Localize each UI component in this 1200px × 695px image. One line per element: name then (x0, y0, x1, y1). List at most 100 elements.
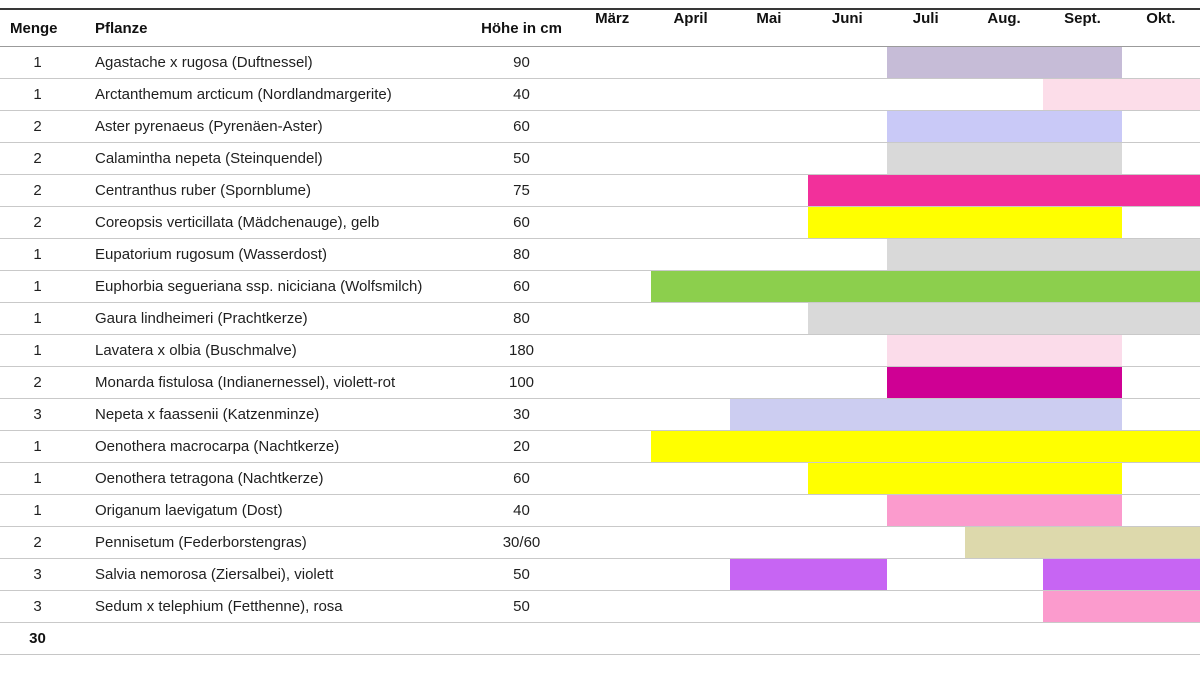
table-row: 3 Nepeta x faassenii (Katzenminze) 30 (0, 399, 1200, 431)
bloom-timeline (573, 431, 1200, 462)
hoehe-cell: 100 (470, 374, 573, 391)
header-month-maerz: März (573, 10, 651, 46)
menge-cell: 2 (0, 182, 75, 199)
pflanze-cell: Salvia nemorosa (Ziersalbei), violett (75, 566, 470, 583)
table-row: 2 Aster pyrenaeus (Pyrenäen-Aster) 60 (0, 111, 1200, 143)
bloom-bar (887, 143, 1122, 174)
menge-cell: 1 (0, 342, 75, 359)
bloom-bar (808, 303, 1200, 334)
pflanze-cell: Sedum x telephium (Fetthenne), rosa (75, 598, 470, 615)
bloom-bar (730, 399, 1122, 430)
menge-cell: 2 (0, 150, 75, 167)
bloom-timeline (573, 527, 1200, 558)
bloom-bar (887, 239, 1200, 270)
bloom-bar (887, 47, 1122, 78)
bloom-timeline (573, 463, 1200, 494)
header-month-aug: Aug. (965, 10, 1043, 46)
menge-cell: 3 (0, 598, 75, 615)
header-month-april: April (651, 10, 729, 46)
header-pflanze: Pflanze (75, 20, 470, 37)
menge-cell: 1 (0, 86, 75, 103)
hoehe-cell: 60 (470, 118, 573, 135)
table-row: 2 Monarda fistulosa (Indianernessel), vi… (0, 367, 1200, 399)
hoehe-cell: 40 (470, 502, 573, 519)
bloom-timeline (573, 559, 1200, 590)
bloom-timeline (573, 399, 1200, 430)
table-row: 1 Oenothera macrocarpa (Nachtkerze) 20 (0, 431, 1200, 463)
bloom-bar (808, 175, 1200, 206)
bloom-bar (887, 367, 1122, 398)
bloom-bar (887, 335, 1122, 366)
planting-plan-table: Menge Pflanze Höhe in cm März April Mai … (0, 8, 1200, 655)
pflanze-cell: Eupatorium rugosum (Wasserdost) (75, 246, 470, 263)
header-month-mai: Mai (730, 10, 808, 46)
table-row: 3 Sedum x telephium (Fetthenne), rosa 50 (0, 591, 1200, 623)
table-row: 1 Gaura lindheimeri (Prachtkerze) 80 (0, 303, 1200, 335)
total-menge: 30 (0, 630, 75, 647)
menge-cell: 1 (0, 438, 75, 455)
header-hoehe: Höhe in cm (470, 20, 573, 37)
table-row: 1 Origanum laevigatum (Dost) 40 (0, 495, 1200, 527)
menge-cell: 2 (0, 534, 75, 551)
pflanze-cell: Aster pyrenaeus (Pyrenäen-Aster) (75, 118, 470, 135)
bloom-bar (887, 495, 1122, 526)
header-month-okt: Okt. (1122, 10, 1200, 46)
hoehe-cell: 90 (470, 54, 573, 71)
table-row: 2 Centranthus ruber (Spornblume) 75 (0, 175, 1200, 207)
hoehe-cell: 50 (470, 598, 573, 615)
pflanze-cell: Arctanthemum arcticum (Nordlandmargerite… (75, 86, 470, 103)
pflanze-cell: Centranthus ruber (Spornblume) (75, 182, 470, 199)
hoehe-cell: 80 (470, 246, 573, 263)
header-months: März April Mai Juni Juli Aug. Sept. Okt. (573, 10, 1200, 46)
pflanze-cell: Agastache x rugosa (Duftnessel) (75, 54, 470, 71)
menge-cell: 1 (0, 246, 75, 263)
hoehe-cell: 80 (470, 310, 573, 327)
bloom-timeline (573, 143, 1200, 174)
bloom-timeline (573, 47, 1200, 78)
pflanze-cell: Coreopsis verticillata (Mädchenauge), ge… (75, 214, 470, 231)
table-row: 1 Oenothera tetragona (Nachtkerze) 60 (0, 463, 1200, 495)
bloom-timeline (573, 335, 1200, 366)
bloom-timeline (573, 79, 1200, 110)
hoehe-cell: 60 (470, 278, 573, 295)
hoehe-cell: 30 (470, 406, 573, 423)
menge-cell: 3 (0, 566, 75, 583)
bloom-timeline (573, 367, 1200, 398)
table-body: 1 Agastache x rugosa (Duftnessel) 90 1 A… (0, 47, 1200, 623)
hoehe-cell: 20 (470, 438, 573, 455)
hoehe-cell: 180 (470, 342, 573, 359)
bloom-bar (808, 207, 1122, 238)
bloom-timeline (573, 111, 1200, 142)
pflanze-cell: Oenothera macrocarpa (Nachtkerze) (75, 438, 470, 455)
hoehe-cell: 50 (470, 150, 573, 167)
pflanze-cell: Lavatera x olbia (Buschmalve) (75, 342, 470, 359)
pflanze-cell: Nepeta x faassenii (Katzenminze) (75, 406, 470, 423)
pflanze-cell: Euphorbia segueriana ssp. niciciana (Wol… (75, 278, 470, 295)
hoehe-cell: 75 (470, 182, 573, 199)
menge-cell: 3 (0, 406, 75, 423)
header-month-juni: Juni (808, 10, 886, 46)
header-month-sept: Sept. (1043, 10, 1121, 46)
bloom-bar (1043, 79, 1200, 110)
table-row: 2 Calamintha nepeta (Steinquendel) 50 (0, 143, 1200, 175)
hoehe-cell: 60 (470, 214, 573, 231)
hoehe-cell: 40 (470, 86, 573, 103)
table-row: 2 Pennisetum (Federborstengras) 30/60 (0, 527, 1200, 559)
bloom-bar (1043, 591, 1200, 622)
table-row: 1 Eupatorium rugosum (Wasserdost) 80 (0, 239, 1200, 271)
menge-cell: 2 (0, 118, 75, 135)
hoehe-cell: 50 (470, 566, 573, 583)
bloom-bar (808, 463, 1122, 494)
pflanze-cell: Monarda fistulosa (Indianernessel), viol… (75, 374, 470, 391)
table-row: 1 Euphorbia segueriana ssp. niciciana (W… (0, 271, 1200, 303)
bloom-timeline (573, 591, 1200, 622)
pflanze-cell: Pennisetum (Federborstengras) (75, 534, 470, 551)
table-row: 1 Agastache x rugosa (Duftnessel) 90 (0, 47, 1200, 79)
hoehe-cell: 60 (470, 470, 573, 487)
menge-cell: 1 (0, 278, 75, 295)
menge-cell: 2 (0, 214, 75, 231)
bloom-bar (965, 527, 1200, 558)
header-menge: Menge (0, 20, 75, 37)
bloom-bar (651, 271, 1200, 302)
bloom-bar (651, 431, 1200, 462)
